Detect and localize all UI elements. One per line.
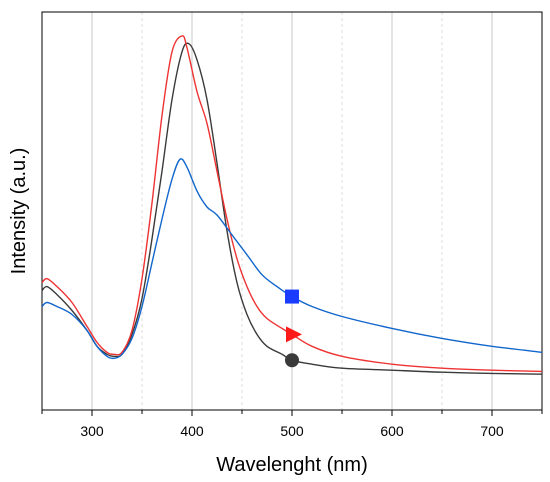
grid-lines xyxy=(91,12,493,410)
series-marker-circle xyxy=(285,353,299,368)
x-tick-label: 300 xyxy=(80,423,104,439)
x-axis-tick-labels: 300 400 500 600 700 xyxy=(80,423,504,439)
series-line-2 xyxy=(41,35,543,373)
series-line-3 xyxy=(41,158,543,360)
x-axis-title: Wavelenght (nm) xyxy=(216,454,368,476)
series-layer xyxy=(41,35,543,375)
x-tick-label: 600 xyxy=(380,423,404,439)
x-tick-label: 700 xyxy=(480,423,504,439)
x-axis-ticks xyxy=(41,410,543,416)
series-marker-square xyxy=(285,289,299,304)
x-tick-label: 400 xyxy=(180,423,204,439)
x-tick-label: 500 xyxy=(280,423,304,439)
series-marker-triangle xyxy=(286,326,302,343)
y-axis-title: Intensity (a.u.) xyxy=(8,148,30,275)
marker-layer xyxy=(285,289,302,368)
